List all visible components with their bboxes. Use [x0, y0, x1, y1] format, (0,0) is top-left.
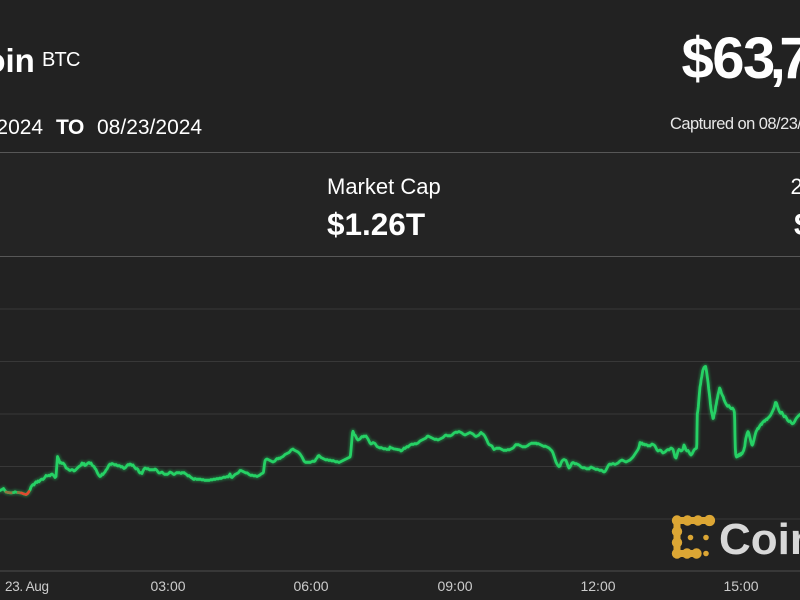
svg-text:CoinDesk: CoinDesk	[719, 515, 800, 564]
